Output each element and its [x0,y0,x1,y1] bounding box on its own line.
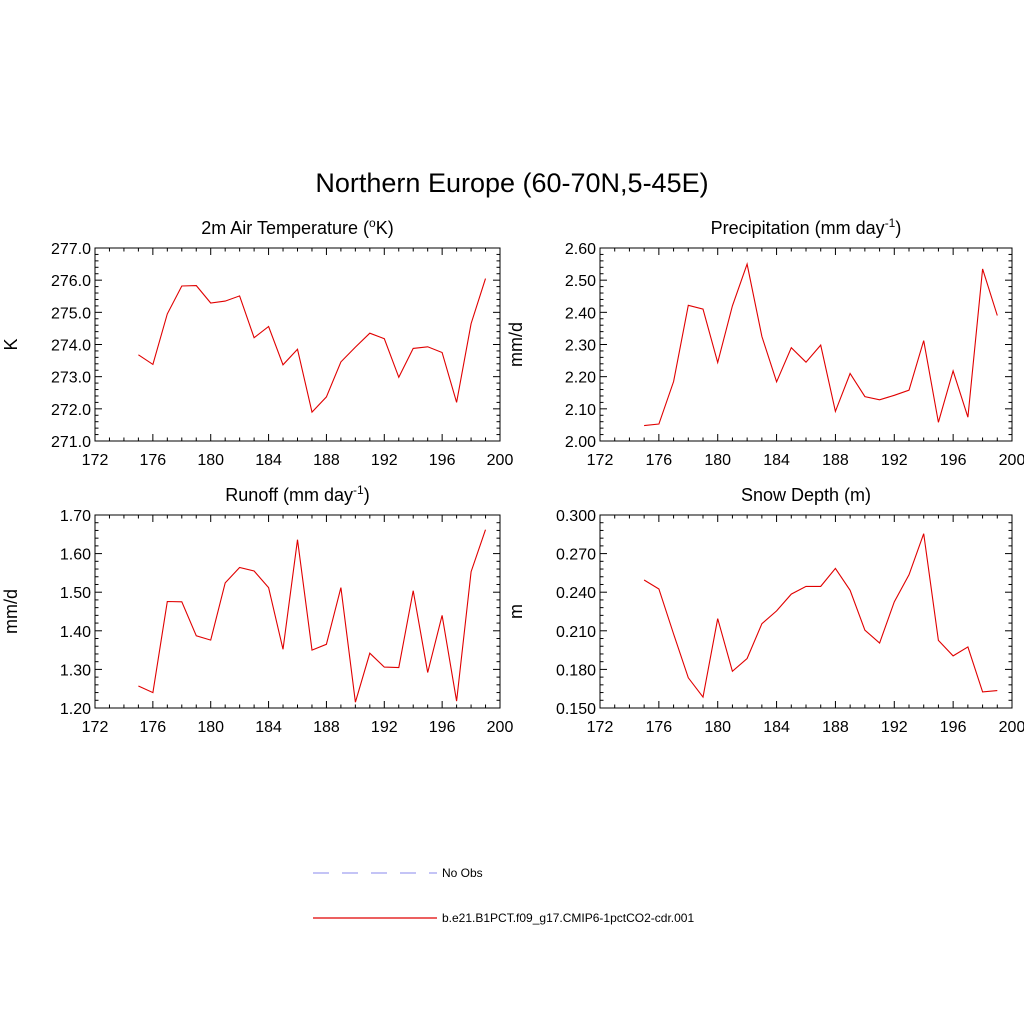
x-tick-label: 176 [140,452,167,469]
y-axis-label: m [506,604,526,619]
y-tick-label: 0.210 [556,624,596,641]
panel-title-end: ) [895,218,901,238]
y-tick-label: 2.30 [565,338,596,355]
y-tick-label: 271.0 [51,434,91,451]
panel-title-end: ) [364,485,370,505]
x-tick-label: 184 [255,452,282,469]
panel-precipitation: 172 176 180 184 188 192 196 200 2.00 2.10 2.20 2.30… [506,216,1024,469]
panel-title: Snow Depth (m) [741,485,871,505]
y-tick-label: 275.0 [51,305,91,322]
y-tick-label: 274.0 [51,338,91,355]
x-tick-label: 172 [587,452,614,469]
y-tick-label: 0.270 [556,547,596,564]
y-axis-label: mm/d [506,322,526,367]
x-tick-label: 188 [313,719,340,736]
series-line [138,278,487,414]
panel-title: Runoff (mm day-1) [225,483,369,505]
x-tick-label: 184 [763,719,790,736]
y-tick-label: 1.70 [60,508,91,525]
legend-label-no-obs: No Obs [442,866,483,880]
x-tick-label: 176 [646,452,673,469]
y-tick-label: 2.20 [565,370,596,387]
series-line [644,262,998,427]
panel-snow-depth: 172 176 180 184 188 192 196 200 0.150 0.180 0.210 0… [506,485,1024,736]
y-tick-label: 2.10 [565,402,596,419]
panel-runoff: 172 176 180 184 188 192 196 200 1.20 1.30 1.40 1.50… [1,483,513,736]
panel-title-main: 2m Air Temperature ( [201,218,369,238]
y-tick-label: 2.40 [565,305,596,322]
x-tick-label: 196 [429,719,456,736]
y-tick-label: 276.0 [51,273,91,290]
panel-title-end: K) [376,218,394,238]
plot-frame [94,247,501,442]
x-tick-label: 172 [82,452,109,469]
x-tick-label: 188 [822,719,849,736]
plot-frame [94,514,501,709]
plot-frame [599,247,1013,442]
x-tick-label: 176 [646,719,673,736]
y-tick-label: 2.60 [565,241,596,258]
x-tick-label: 172 [587,719,614,736]
x-tick-label: 192 [371,719,398,736]
x-tick-label: 176 [140,719,167,736]
x-tick-label: 192 [881,719,908,736]
x-tick-label: 200 [487,452,514,469]
legend-label-model: b.e21.B1PCT.f09_g17.CMIP6-1pctCO2-cdr.00… [442,911,694,925]
y-tick-label: 1.30 [60,662,91,679]
y-axis-label: K [1,338,21,350]
series-line [643,533,998,699]
x-tick-label: 188 [822,452,849,469]
x-tick-label: 172 [82,719,109,736]
y-tick-label: 277.0 [51,241,91,258]
panel-title-superscript: o [369,216,376,230]
figure-title: Northern Europe (60-70N,5-45E) [315,168,708,198]
y-tick-label: 0.240 [556,585,596,602]
y-tick-label: 1.20 [60,701,91,718]
x-tick-label: 196 [940,719,967,736]
plot-frame [599,514,1013,709]
x-tick-label: 180 [704,452,731,469]
y-axis-label: mm/d [1,589,21,634]
x-tick-label: 200 [999,452,1024,469]
y-tick-label: 273.0 [51,370,91,387]
y-tick-label: 2.00 [565,434,596,451]
x-tick-label: 192 [881,452,908,469]
x-tick-label: 192 [371,452,398,469]
y-tick-label: 1.50 [60,585,91,602]
x-tick-label: 180 [197,452,224,469]
x-tick-label: 180 [197,719,224,736]
panel-title-main: Runoff (mm day [225,485,353,505]
panel-title-superscript: -1 [885,216,896,230]
y-tick-label: 272.0 [51,402,91,419]
x-tick-label: 200 [999,719,1024,736]
x-tick-label: 200 [487,719,514,736]
panel-title-main: Snow Depth (m) [741,485,871,505]
x-tick-label: 196 [429,452,456,469]
y-tick-label: 0.150 [556,701,596,718]
legend: No Obs b.e21.B1PCT.f09_g17.CMIP6-1pctCO2… [313,866,694,925]
series-line [138,529,487,703]
panels: 172 176 180 184 188 192 196 200 271.0 272.0 273.0 2… [1,216,1024,736]
x-tick-label: 180 [704,719,731,736]
y-tick-label: 0.300 [556,508,596,525]
panel-title-main: Precipitation (mm day [711,218,885,238]
y-tick-label: 0.180 [556,662,596,679]
x-tick-label: 184 [763,452,790,469]
panel-title-superscript: -1 [353,483,364,497]
y-tick-label: 1.60 [60,547,91,564]
x-tick-label: 184 [255,719,282,736]
panel-title: 2m Air Temperature (oK) [201,216,393,238]
y-tick-label: 1.40 [60,624,91,641]
x-tick-label: 188 [313,452,340,469]
x-tick-label: 196 [940,452,967,469]
y-tick-label: 2.50 [565,273,596,290]
panel-title: Precipitation (mm day-1) [711,216,902,238]
panel-temperature: 172 176 180 184 188 192 196 200 271.0 272.0 273.0 2… [1,216,513,469]
